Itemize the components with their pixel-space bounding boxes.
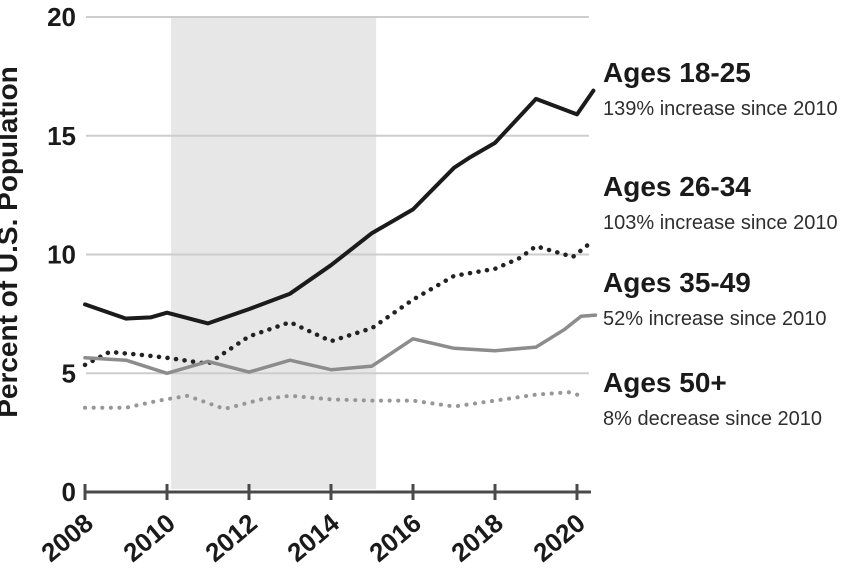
legend-item-ages-35-49: Ages 35-49 52% increase since 2010 xyxy=(603,267,851,330)
y-tick-label-15: 15 xyxy=(47,121,76,151)
legend-item-ages-26-34: Ages 26-34 103% increase since 2010 xyxy=(603,171,851,234)
legend-label-ages-50-plus: Ages 50+ xyxy=(603,367,727,398)
y-tick-label-20: 20 xyxy=(47,2,76,32)
x-tick-label-2016: 2016 xyxy=(363,508,427,568)
y-tick-label-10: 10 xyxy=(47,240,76,270)
x-tick-label-2018: 2018 xyxy=(445,508,509,568)
chart-legend: Ages 18-25 139% increase since 2010 Ages… xyxy=(602,0,851,576)
legend-annotation-ages-35-49: 52% increase since 2010 xyxy=(603,308,827,330)
y-tick-label-0: 0 xyxy=(62,477,76,507)
legend-item-ages-50-plus: Ages 50+ 8% decrease since 2010 xyxy=(603,367,851,430)
x-tick-label-2008: 2008 xyxy=(35,508,99,568)
series-line-ages-50 xyxy=(83,390,588,411)
legend-annotation-ages-26-34: 103% increase since 2010 xyxy=(603,212,838,234)
legend-label-ages-26-34: Ages 26-34 xyxy=(603,171,751,202)
x-tick-label-2014: 2014 xyxy=(281,507,345,568)
series-line-ages-18-25 xyxy=(83,88,596,326)
legend-annotation-ages-18-25: 139% increase since 2010 xyxy=(603,98,838,120)
legend-label-ages-35-49: Ages 35-49 xyxy=(603,267,751,298)
x-tick-label-2020: 2020 xyxy=(527,508,591,568)
legend-item-ages-18-25: Ages 18-25 139% increase since 2010 xyxy=(603,57,851,120)
legend-annotation-ages-50-plus: 8% decrease since 2010 xyxy=(603,408,823,430)
shaded-band-2010-2015 xyxy=(171,17,377,489)
y-axis-title: Percent of U.S. Population xyxy=(0,66,23,418)
x-tick-label-2012: 2012 xyxy=(199,508,263,568)
series-line-ages-26-34 xyxy=(82,241,592,368)
x-tick-label-2010: 2010 xyxy=(117,508,181,568)
y-tick-label-5: 5 xyxy=(62,358,76,388)
legend-label-ages-18-25: Ages 18-25 xyxy=(603,57,751,88)
series-line-ages-35-49 xyxy=(83,313,598,376)
